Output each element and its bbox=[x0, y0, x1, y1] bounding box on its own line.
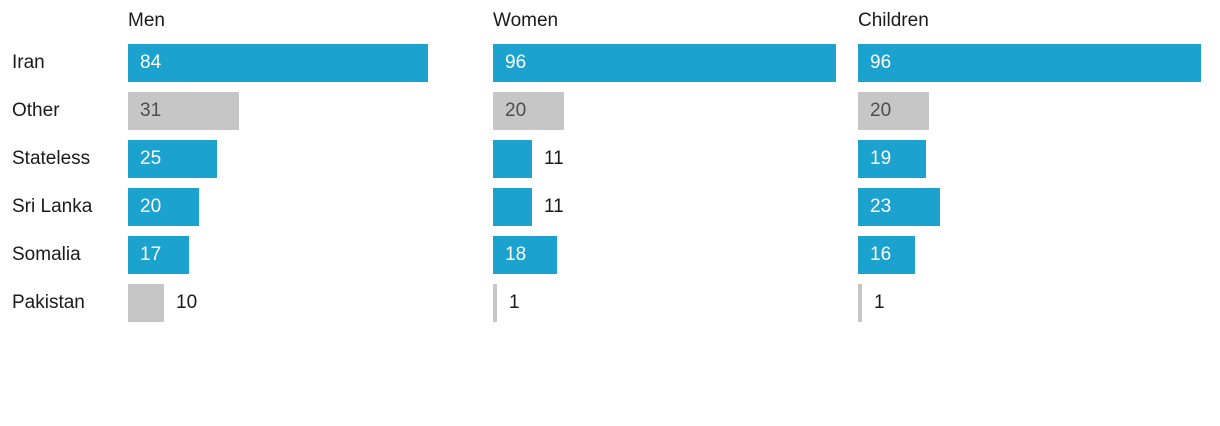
bar-value-label: 11 bbox=[544, 196, 564, 217]
bar-value-label: 20 bbox=[505, 100, 527, 121]
column-header-children: Children bbox=[858, 10, 929, 31]
column-header-women: Women bbox=[493, 10, 559, 31]
bar-track: 17 bbox=[128, 236, 493, 274]
category-label: Pakistan bbox=[12, 292, 85, 313]
bar: 96 bbox=[493, 44, 836, 82]
bar bbox=[128, 284, 164, 322]
chart-row: Somalia 17 18 16 bbox=[0, 236, 1220, 274]
category-label: Sri Lanka bbox=[12, 196, 93, 217]
bar-value-label: 1 bbox=[509, 292, 520, 313]
bar: 18 bbox=[493, 236, 557, 274]
bar-track: 31 bbox=[128, 92, 493, 130]
bar: 20 bbox=[858, 92, 929, 130]
bar-track: 96 bbox=[858, 44, 1220, 82]
bar: 31 bbox=[128, 92, 239, 130]
bar-track: 96 bbox=[493, 44, 858, 82]
bar: 96 bbox=[858, 44, 1201, 82]
bar-track: 84 bbox=[128, 44, 493, 82]
bar-value-label: 18 bbox=[505, 244, 527, 265]
bar bbox=[493, 140, 532, 178]
bar-track: 11 bbox=[493, 188, 858, 226]
bar: 20 bbox=[493, 92, 564, 130]
bar: 17 bbox=[128, 236, 189, 274]
bar-track: 23 bbox=[858, 188, 1220, 226]
bar: 84 bbox=[128, 44, 428, 82]
category-label: Iran bbox=[12, 52, 45, 73]
chart-row: Other 31 20 20 bbox=[0, 92, 1220, 130]
bar-track: 19 bbox=[858, 140, 1220, 178]
bar-track: 1 bbox=[493, 284, 858, 322]
bar bbox=[493, 188, 532, 226]
bar-value-label: 10 bbox=[176, 292, 198, 313]
chart-row: Pakistan 10 1 1 bbox=[0, 284, 1220, 322]
bar-track: 16 bbox=[858, 236, 1220, 274]
bar bbox=[493, 284, 497, 322]
bar-track: 18 bbox=[493, 236, 858, 274]
chart-row: Stateless 25 11 19 bbox=[0, 140, 1220, 178]
bar-value-label: 25 bbox=[140, 148, 162, 169]
bar: 25 bbox=[128, 140, 217, 178]
bar-value-label: 20 bbox=[870, 100, 892, 121]
column-headers: Men Women Children bbox=[0, 10, 1220, 32]
bar: 16 bbox=[858, 236, 915, 274]
bar-value-label: 17 bbox=[140, 244, 162, 265]
bar-value-label: 1 bbox=[874, 292, 885, 313]
bar-track: 1 bbox=[858, 284, 1220, 322]
bar: 19 bbox=[858, 140, 926, 178]
bar: 20 bbox=[128, 188, 199, 226]
chart-row: Sri Lanka 20 11 23 bbox=[0, 188, 1220, 226]
bar-track: 25 bbox=[128, 140, 493, 178]
bar-value-label: 96 bbox=[870, 52, 892, 73]
chart-row: Iran 84 96 96 bbox=[0, 44, 1220, 82]
category-label: Stateless bbox=[12, 148, 91, 169]
bar-track: 20 bbox=[128, 188, 493, 226]
bar-value-label: 96 bbox=[505, 52, 527, 73]
bar-value-label: 11 bbox=[544, 148, 564, 169]
bar-value-label: 31 bbox=[140, 100, 162, 121]
category-label: Somalia bbox=[12, 244, 81, 265]
bar-track: 10 bbox=[128, 284, 493, 322]
chart-rows: Iran 84 96 96 Other 31 20 20 Stateless 25 11 19 Sri … bbox=[0, 44, 1220, 322]
column-header-men: Men bbox=[128, 10, 165, 31]
bar bbox=[858, 284, 862, 322]
bar-value-label: 84 bbox=[140, 52, 162, 73]
category-label: Other bbox=[12, 100, 60, 121]
bar-value-label: 19 bbox=[870, 148, 892, 169]
label-column-spacer bbox=[0, 10, 128, 32]
bar-value-label: 23 bbox=[870, 196, 892, 217]
bar-track: 11 bbox=[493, 140, 858, 178]
bar-value-label: 20 bbox=[140, 196, 162, 217]
bar-track: 20 bbox=[493, 92, 858, 130]
bar-value-label: 16 bbox=[870, 244, 892, 265]
bar-track: 20 bbox=[858, 92, 1220, 130]
bar: 23 bbox=[858, 188, 940, 226]
